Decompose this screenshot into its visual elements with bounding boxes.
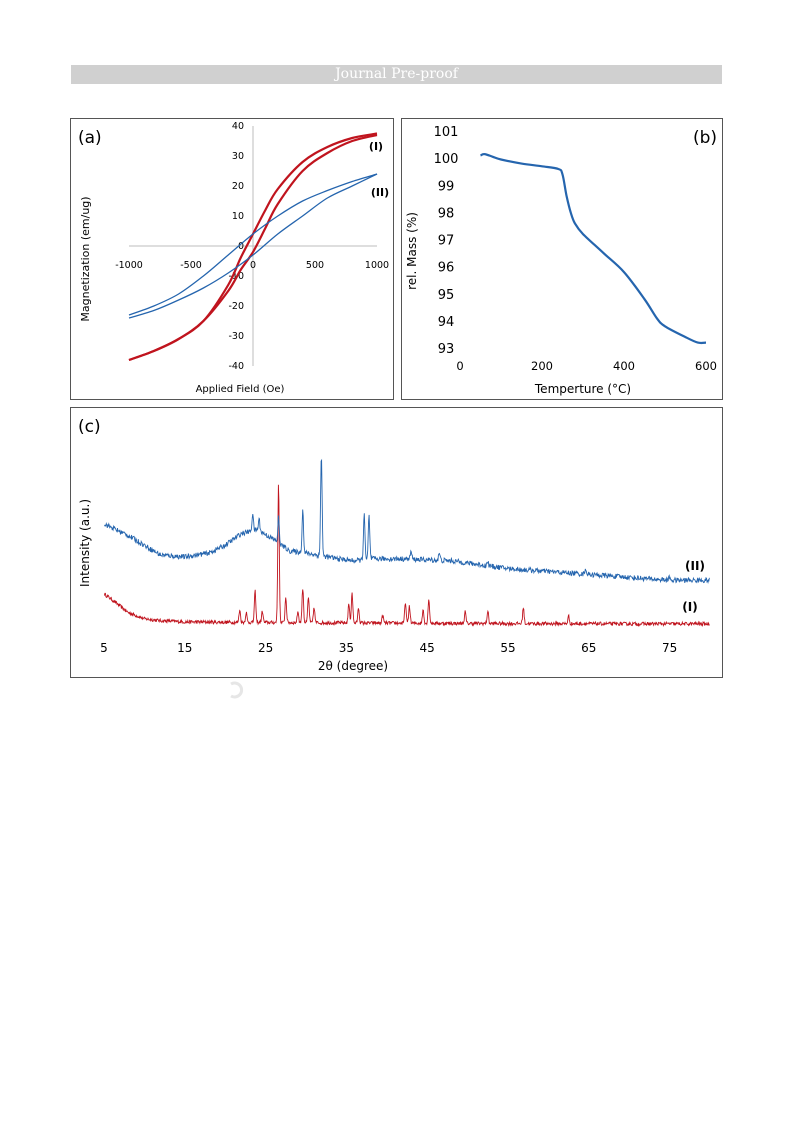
- y-tick-label-a: -40: [228, 361, 244, 372]
- y-tick-label-b: 96: [438, 261, 455, 276]
- x-tick-label-c: 75: [662, 641, 677, 655]
- chart-c: (c) Intensity (a.u.) 2θ (degree) 5 15 25 35…: [78, 417, 710, 673]
- watermark-mark: [230, 681, 244, 699]
- series-label-I-c: (I): [682, 600, 697, 614]
- y-tick-label-a: 10: [232, 211, 244, 222]
- y-tick-label-a: 20: [232, 181, 244, 192]
- x-tick-label-a: 0: [250, 260, 256, 271]
- y-tick-label-a: 0: [238, 241, 244, 252]
- chart-a: (a) Magnetization (em/ug) Applied Field …: [78, 121, 389, 395]
- tick-labels-b: 0 200 400 600 93 94 95 96 97 98 99 100 101: [434, 125, 717, 373]
- y-axis-label-c: Intensity (a.u.): [78, 499, 92, 587]
- y-tick-label-b: 93: [438, 342, 455, 357]
- x-tick-label-a: 1000: [365, 260, 389, 271]
- y-tick-label-b: 98: [438, 206, 455, 221]
- x-tick-label-c: 5: [100, 641, 108, 655]
- y-tick-label-b: 100: [434, 152, 459, 167]
- x-tick-label-c: 55: [500, 641, 515, 655]
- x-tick-label-b: 400: [613, 359, 635, 373]
- x-axis-label-b: Temperture (°C): [534, 382, 631, 396]
- panel-label-c: (c): [78, 417, 101, 437]
- y-tick-label-a: -30: [228, 331, 244, 342]
- y-tick-label-b: 94: [438, 315, 455, 330]
- data-series-a: [128, 132, 378, 362]
- y-tick-label-b: 101: [434, 125, 459, 140]
- tick-labels-c: 5 15 25 35 45 55 65 75: [100, 641, 677, 655]
- data-series-c: [103, 458, 710, 628]
- y-tick-label-a: 40: [232, 121, 244, 132]
- x-tick-label-c: 35: [339, 641, 354, 655]
- x-tick-label-b: 600: [695, 359, 717, 373]
- y-tick-label-a: 30: [232, 151, 244, 162]
- x-tick-label-c: 65: [581, 641, 596, 655]
- panel-label-a: (a): [78, 128, 102, 148]
- banner-text: Journal Pre-proof: [335, 66, 458, 82]
- x-tick-label-b: 0: [456, 359, 463, 373]
- x-tick-label-a: 500: [306, 260, 324, 271]
- series-label-II-c: (II): [685, 559, 705, 573]
- data-series-b: [480, 152, 707, 345]
- journal-banner: Journal Pre-proof: [71, 65, 722, 84]
- x-tick-label-a: -1000: [115, 260, 143, 271]
- chart-b: (b) rel. Mass (%) Temperture (°C) 0 200 40…: [405, 125, 717, 396]
- x-axis-label-a: Applied Field (Oe): [196, 384, 285, 395]
- panel-label-b: (b): [693, 128, 717, 148]
- y-axis-label-a: Magnetization (em/ug): [79, 196, 92, 321]
- y-tick-label-b: 95: [438, 288, 455, 303]
- x-tick-label-c: 45: [420, 641, 435, 655]
- x-tick-label-c: 25: [258, 641, 273, 655]
- panel-c-xrd: (c) Intensity (a.u.) 2θ (degree) 5 15 25 35…: [70, 407, 723, 678]
- tga-curve: [480, 152, 707, 345]
- x-tick-label-c: 15: [177, 641, 192, 655]
- y-tick-label-a: -20: [228, 301, 244, 312]
- hysteresis-branch-ascending-II: [128, 173, 378, 319]
- x-tick-label-a: -500: [180, 260, 202, 271]
- xrd-pattern-I: [103, 484, 710, 628]
- axes-a: [129, 126, 377, 366]
- xrd-pattern-II: [104, 458, 710, 585]
- y-tick-label-b: 99: [438, 179, 455, 194]
- series-label-I-a: (I): [369, 140, 383, 153]
- panel-b-tga: (b) rel. Mass (%) Temperture (°C) 0 200 40…: [401, 118, 723, 400]
- panel-a-magnetization: (a) Magnetization (em/ug) Applied Field …: [70, 118, 394, 400]
- x-tick-label-b: 200: [531, 359, 553, 373]
- y-axis-label-b: rel. Mass (%): [405, 212, 419, 290]
- x-axis-label-c: 2θ (degree): [318, 659, 388, 673]
- hysteresis-branch-descending-II: [128, 173, 378, 316]
- y-tick-label-b: 97: [438, 234, 455, 249]
- series-label-II-a: (II): [371, 186, 389, 199]
